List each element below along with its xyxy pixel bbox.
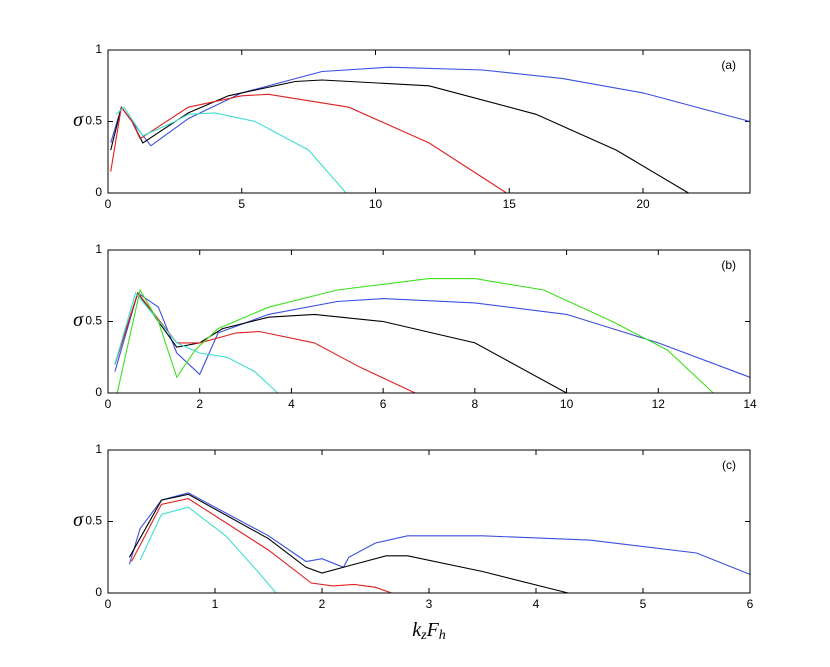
panel: 0 5 10 15 20 0 0.5 1 (a) σ bbox=[73, 42, 751, 211]
series-line bbox=[110, 79, 689, 194]
x-tick-label: 14 bbox=[743, 397, 757, 411]
y-tick-label: 0 bbox=[95, 585, 102, 599]
x-tick-label: 6 bbox=[380, 397, 387, 411]
y-tick-label: 1 bbox=[95, 42, 102, 56]
y-tick-label: 0.5 bbox=[85, 114, 102, 128]
axes-frame bbox=[107, 449, 751, 594]
axes-frame bbox=[107, 249, 751, 394]
y-tick-label: 0.5 bbox=[85, 514, 102, 528]
x-tick-label: 20 bbox=[636, 197, 650, 211]
y-tick-label: 0 bbox=[95, 385, 102, 399]
x-tick-label: 0 bbox=[105, 597, 112, 611]
x-tick-label: 3 bbox=[426, 597, 433, 611]
series-line bbox=[128, 493, 569, 594]
panel: 0 1 2 3 4 5 6 0 0.5 1 (c) σ kzFh bbox=[73, 442, 754, 643]
axes-frame bbox=[107, 49, 751, 194]
x-tick-label: 4 bbox=[533, 597, 540, 611]
x-tick-label: 10 bbox=[560, 397, 574, 411]
panel: 0 2 4 6 8 10 12 14 0 0.5 1 (b) σ bbox=[73, 242, 757, 411]
y-axis-label: σ bbox=[73, 309, 84, 331]
x-tick-label: 12 bbox=[652, 397, 666, 411]
x-tick-label: 0 bbox=[105, 397, 112, 411]
series-line bbox=[131, 498, 392, 594]
y-axis-label: σ bbox=[73, 109, 84, 131]
x-tick-label: 8 bbox=[472, 397, 479, 411]
x-tick-label: 5 bbox=[238, 197, 245, 211]
x-tick-label: 2 bbox=[196, 397, 203, 411]
x-tick-label: 5 bbox=[640, 597, 647, 611]
x-axis-label-subscript: h bbox=[439, 628, 446, 643]
y-tick-label: 0 bbox=[95, 185, 102, 199]
x-tick-label: 15 bbox=[503, 197, 517, 211]
panel-label: (a) bbox=[721, 58, 736, 72]
series-line bbox=[110, 93, 507, 194]
x-tick-label: 0 bbox=[105, 197, 112, 211]
x-tick-label: 10 bbox=[369, 197, 383, 211]
x-axis-label-subscript: z bbox=[420, 628, 427, 643]
x-axis-label-part: k bbox=[412, 619, 422, 641]
series-line bbox=[139, 506, 277, 594]
series-line bbox=[114, 292, 751, 378]
series-line bbox=[128, 492, 751, 575]
x-tick-label: 6 bbox=[747, 597, 754, 611]
series-line bbox=[114, 291, 279, 394]
panel-label: (b) bbox=[721, 258, 736, 272]
panel-label: (c) bbox=[722, 458, 736, 472]
x-tick-label: 2 bbox=[319, 597, 326, 611]
x-tick-label: 4 bbox=[288, 397, 295, 411]
x-axis-label-part: F bbox=[426, 619, 440, 641]
series-line bbox=[110, 66, 751, 147]
series-line bbox=[114, 291, 416, 394]
x-tick-label: 1 bbox=[212, 597, 219, 611]
y-tick-label: 0.5 bbox=[85, 314, 102, 328]
y-tick-label: 1 bbox=[95, 442, 102, 456]
x-axis-label: kzFh bbox=[412, 619, 446, 644]
series-line bbox=[116, 278, 714, 394]
series-line bbox=[115, 106, 347, 194]
y-axis-label: σ bbox=[73, 509, 84, 531]
y-tick-label: 1 bbox=[95, 242, 102, 256]
